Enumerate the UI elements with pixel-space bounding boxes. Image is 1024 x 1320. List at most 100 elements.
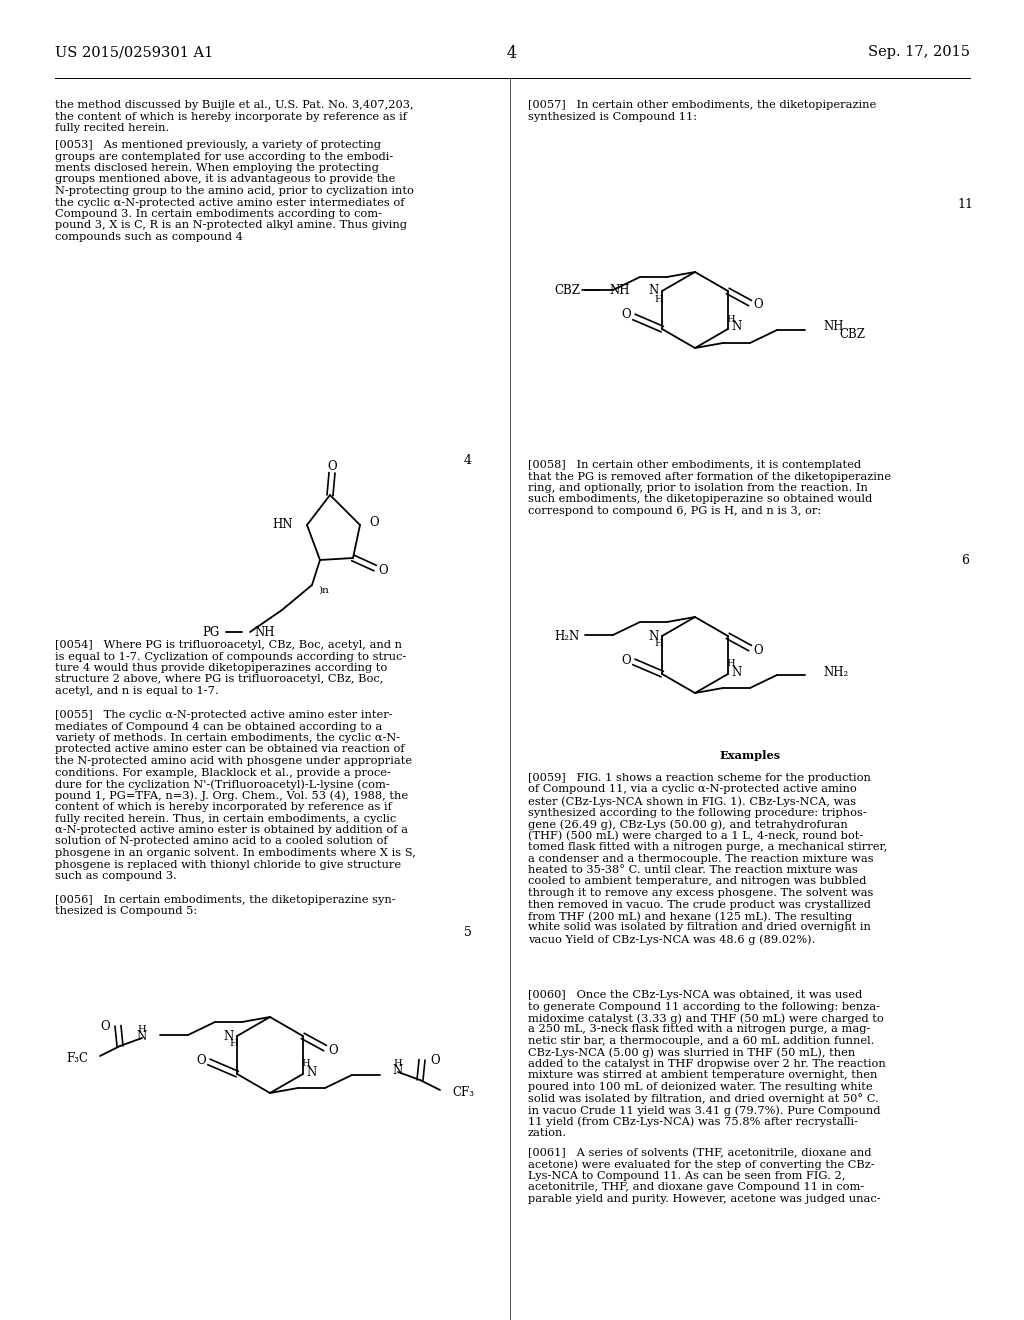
Text: H: H xyxy=(654,639,664,648)
Text: midoxime catalyst (3.33 g) and THF (50 mL) were charged to: midoxime catalyst (3.33 g) and THF (50 m… xyxy=(528,1012,884,1023)
Text: NH: NH xyxy=(609,285,630,297)
Text: 6: 6 xyxy=(961,553,969,566)
Text: compounds such as compound 4: compounds such as compound 4 xyxy=(55,232,243,242)
Text: O: O xyxy=(622,653,631,667)
Text: CBZ: CBZ xyxy=(839,329,865,342)
Text: α-N-protected active amino ester is obtained by addition of a: α-N-protected active amino ester is obta… xyxy=(55,825,408,836)
Text: H: H xyxy=(393,1060,402,1068)
Text: H: H xyxy=(727,314,735,323)
Text: fully recited herein.: fully recited herein. xyxy=(55,123,169,133)
Text: N: N xyxy=(137,1031,147,1044)
Text: the method discussed by Buijle et al., U.S. Pat. No. 3,407,203,: the method discussed by Buijle et al., U… xyxy=(55,100,414,110)
Text: O: O xyxy=(378,564,388,577)
Text: added to the catalyst in THF dropwise over 2 hr. The reaction: added to the catalyst in THF dropwise ov… xyxy=(528,1059,886,1069)
Text: vacuo Yield of CBz-Lys-NCA was 48.6 g (89.02%).: vacuo Yield of CBz-Lys-NCA was 48.6 g (8… xyxy=(528,935,815,945)
Text: solid was isolated by filtration, and dried overnight at 50° C.: solid was isolated by filtration, and dr… xyxy=(528,1093,879,1105)
Text: heated to 35-38° C. until clear. The reaction mixture was: heated to 35-38° C. until clear. The rea… xyxy=(528,865,858,875)
Text: [0055]   The cyclic α-N-protected active amino ester inter-: [0055] The cyclic α-N-protected active a… xyxy=(55,710,392,719)
Text: N: N xyxy=(393,1064,403,1077)
Text: [0058]   In certain other embodiments, it is contemplated: [0058] In certain other embodiments, it … xyxy=(528,459,861,470)
Text: 4: 4 xyxy=(507,45,517,62)
Text: NH₂: NH₂ xyxy=(823,665,848,678)
Text: H₂N: H₂N xyxy=(555,630,580,643)
Text: ring, and optionally, prior to isolation from the reaction. In: ring, and optionally, prior to isolation… xyxy=(528,483,868,492)
Text: Lys-NCA to Compound 11. As can be seen from FIG. 2,: Lys-NCA to Compound 11. As can be seen f… xyxy=(528,1171,846,1181)
Text: from THF (200 mL) and hexane (125 mL). The resulting: from THF (200 mL) and hexane (125 mL). T… xyxy=(528,911,852,921)
Text: N: N xyxy=(649,285,659,297)
Text: H: H xyxy=(654,294,664,304)
Text: O: O xyxy=(197,1053,206,1067)
Text: O: O xyxy=(430,1053,439,1067)
Text: O: O xyxy=(328,459,337,473)
Text: phosgene in an organic solvent. In embodiments where X is S,: phosgene in an organic solvent. In embod… xyxy=(55,847,416,858)
Text: N: N xyxy=(306,1065,316,1078)
Text: H: H xyxy=(302,1060,310,1068)
Text: zation.: zation. xyxy=(528,1129,567,1138)
Text: conditions. For example, Blacklock et al., provide a proce-: conditions. For example, Blacklock et al… xyxy=(55,767,391,777)
Text: H: H xyxy=(727,660,735,668)
Text: [0056]   In certain embodiments, the diketopiperazine syn-: [0056] In certain embodiments, the diket… xyxy=(55,895,395,906)
Text: CBZ: CBZ xyxy=(554,285,580,297)
Text: NH: NH xyxy=(254,627,274,639)
Text: white solid was isolated by filtration and dried overnight in: white solid was isolated by filtration a… xyxy=(528,923,870,932)
Text: thesized is Compound 5:: thesized is Compound 5: xyxy=(55,907,198,916)
Text: O: O xyxy=(328,1044,338,1056)
Text: is equal to 1-7. Cyclization of compounds according to struc-: is equal to 1-7. Cyclization of compound… xyxy=(55,652,407,661)
Text: Compound 3. In certain embodiments according to com-: Compound 3. In certain embodiments accor… xyxy=(55,209,382,219)
Text: acetyl, and n is equal to 1-7.: acetyl, and n is equal to 1-7. xyxy=(55,686,219,696)
Text: the N-protected amino acid with phosgene under appropriate: the N-protected amino acid with phosgene… xyxy=(55,756,412,766)
Text: [0057]   In certain other embodiments, the diketopiperazine: [0057] In certain other embodiments, the… xyxy=(528,100,877,110)
Text: Sep. 17, 2015: Sep. 17, 2015 xyxy=(868,45,970,59)
Text: parable yield and purity. However, acetone was judged unac-: parable yield and purity. However, aceto… xyxy=(528,1195,881,1204)
Text: Examples: Examples xyxy=(720,750,781,762)
Text: ments disclosed herein. When employing the protecting: ments disclosed herein. When employing t… xyxy=(55,162,379,173)
Text: mixture was stirred at ambient temperature overnight, then: mixture was stirred at ambient temperatu… xyxy=(528,1071,878,1081)
Text: dure for the cyclization N'-(Trifluoroacetyl)-L-lysine (com-: dure for the cyclization N'-(Trifluoroac… xyxy=(55,779,390,789)
Text: protected active amino ester can be obtained via reaction of: protected active amino ester can be obta… xyxy=(55,744,404,755)
Text: N: N xyxy=(731,321,741,334)
Text: H: H xyxy=(137,1026,146,1035)
Text: poured into 100 mL of deionized water. The resulting white: poured into 100 mL of deionized water. T… xyxy=(528,1082,872,1092)
Text: N: N xyxy=(224,1030,234,1043)
Text: structure 2 above, where PG is trifluoroacetyl, CBz, Boc,: structure 2 above, where PG is trifluoro… xyxy=(55,675,383,685)
Text: O: O xyxy=(622,309,631,322)
Text: 11 yield (from CBz-Lys-NCA) was 75.8% after recrystalli-: 11 yield (from CBz-Lys-NCA) was 75.8% af… xyxy=(528,1117,858,1127)
Text: gene (26.49 g), CBz-Lys (50.00 g), and tetrahydrofuran: gene (26.49 g), CBz-Lys (50.00 g), and t… xyxy=(528,818,848,829)
Text: NH: NH xyxy=(823,319,844,333)
Text: F₃C: F₃C xyxy=(66,1052,88,1064)
Text: phosgene is replaced with thionyl chloride to give structure: phosgene is replaced with thionyl chlori… xyxy=(55,859,401,870)
Text: groups mentioned above, it is advantageous to provide the: groups mentioned above, it is advantageo… xyxy=(55,174,395,185)
Text: US 2015/0259301 A1: US 2015/0259301 A1 xyxy=(55,45,213,59)
Text: content of which is hereby incorporated by reference as if: content of which is hereby incorporated … xyxy=(55,803,392,812)
Text: 5: 5 xyxy=(464,925,472,939)
Text: N: N xyxy=(649,630,659,643)
Text: that the PG is removed after formation of the diketopiperazine: that the PG is removed after formation o… xyxy=(528,471,891,482)
Text: ester (CBz-Lys-NCA shown in FIG. 1). CBz-Lys-NCA, was: ester (CBz-Lys-NCA shown in FIG. 1). CBz… xyxy=(528,796,856,807)
Text: O: O xyxy=(753,644,763,656)
Text: [0059]   FIG. 1 shows a reaction scheme for the production: [0059] FIG. 1 shows a reaction scheme fo… xyxy=(528,774,870,783)
Text: solution of N-protected amino acid to a cooled solution of: solution of N-protected amino acid to a … xyxy=(55,837,388,846)
Text: ture 4 would thus provide diketopiperazines according to: ture 4 would thus provide diketopiperazi… xyxy=(55,663,387,673)
Text: (THF) (500 mL) were charged to a 1 L, 4-neck, round bot-: (THF) (500 mL) were charged to a 1 L, 4-… xyxy=(528,830,863,841)
Text: CBz-Lys-NCA (5.00 g) was slurried in THF (50 mL), then: CBz-Lys-NCA (5.00 g) was slurried in THF… xyxy=(528,1048,855,1059)
Text: variety of methods. In certain embodiments, the cyclic α-N-: variety of methods. In certain embodimen… xyxy=(55,733,400,743)
Text: [0060]   Once the CBz-Lys-NCA was obtained, it was used: [0060] Once the CBz-Lys-NCA was obtained… xyxy=(528,990,862,1001)
Text: in vacuo Crude 11 yield was 3.41 g (79.7%). Pure Compound: in vacuo Crude 11 yield was 3.41 g (79.7… xyxy=(528,1105,881,1115)
Text: the content of which is hereby incorporate by reference as if: the content of which is hereby incorpora… xyxy=(55,111,407,121)
Text: cooled to ambient temperature, and nitrogen was bubbled: cooled to ambient temperature, and nitro… xyxy=(528,876,866,887)
Text: [0053]   As mentioned previously, a variety of protecting: [0053] As mentioned previously, a variet… xyxy=(55,140,381,150)
Text: correspond to compound 6, PG is H, and n is 3, or:: correspond to compound 6, PG is H, and n… xyxy=(528,506,821,516)
Text: N-protecting group to the amino acid, prior to cyclization into: N-protecting group to the amino acid, pr… xyxy=(55,186,414,195)
Text: synthesized is Compound 11:: synthesized is Compound 11: xyxy=(528,111,697,121)
Text: pound 1, PG=TFA, n=3). J. Org. Chem., Vol. 53 (4), 1988, the: pound 1, PG=TFA, n=3). J. Org. Chem., Vo… xyxy=(55,791,409,801)
Text: [0061]   A series of solvents (THF, acetonitrile, dioxane and: [0061] A series of solvents (THF, aceton… xyxy=(528,1148,871,1159)
Text: netic stir bar, a thermocouple, and a 60 mL addition funnel.: netic stir bar, a thermocouple, and a 60… xyxy=(528,1036,874,1045)
Text: acetone) were evaluated for the step of converting the CBz-: acetone) were evaluated for the step of … xyxy=(528,1159,874,1170)
Text: through it to remove any excess phosgene. The solvent was: through it to remove any excess phosgene… xyxy=(528,888,873,898)
Text: N: N xyxy=(731,665,741,678)
Text: 11: 11 xyxy=(957,198,973,211)
Text: O: O xyxy=(100,1019,110,1032)
Text: synthesized according to the following procedure: triphos-: synthesized according to the following p… xyxy=(528,808,866,817)
Text: mediates of Compound 4 can be obtained according to a: mediates of Compound 4 can be obtained a… xyxy=(55,722,382,731)
Text: such as compound 3.: such as compound 3. xyxy=(55,871,177,880)
